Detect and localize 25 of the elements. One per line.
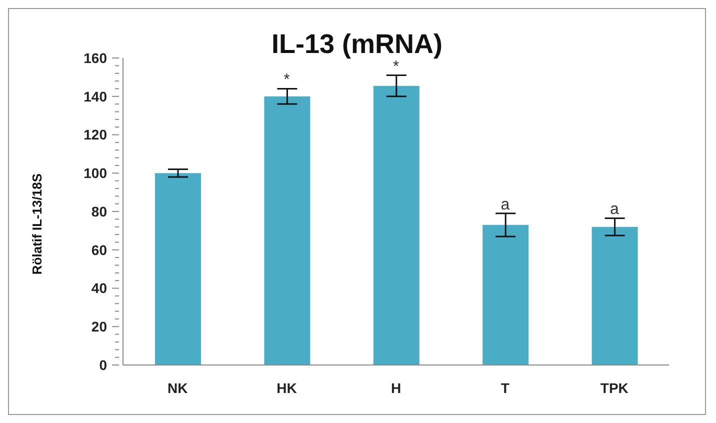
x-tick-label: HK	[276, 380, 297, 396]
bar	[373, 86, 420, 365]
bar	[482, 224, 529, 365]
annotation: a	[610, 201, 619, 218]
chart-title: IL-13 (mRNA)	[271, 29, 442, 59]
bar	[155, 173, 201, 365]
y-tick-label: 120	[84, 126, 108, 143]
y-tick-label: 80	[91, 203, 108, 220]
y-tick-label: 40	[91, 280, 108, 296]
x-tick-label: TPK	[600, 380, 628, 396]
bar	[592, 226, 638, 365]
y-tick-label: 160	[84, 50, 108, 66]
y-tick-label: 140	[84, 88, 108, 104]
y-tick-label: 60	[91, 242, 108, 258]
annotation: *	[392, 58, 400, 76]
x-tick-label: T	[500, 380, 510, 396]
y-tick-label: 100	[84, 165, 108, 182]
y-tick-label: 20	[91, 318, 108, 335]
bar	[264, 96, 310, 365]
annotation: *	[284, 72, 290, 89]
annotation: a	[500, 196, 510, 214]
x-tick-label: H	[390, 380, 402, 396]
y-tick-label: 0	[99, 356, 108, 373]
x-tick-label: NK	[167, 380, 188, 396]
y-axis-title: Rölatif IL-13/18S	[30, 173, 44, 275]
